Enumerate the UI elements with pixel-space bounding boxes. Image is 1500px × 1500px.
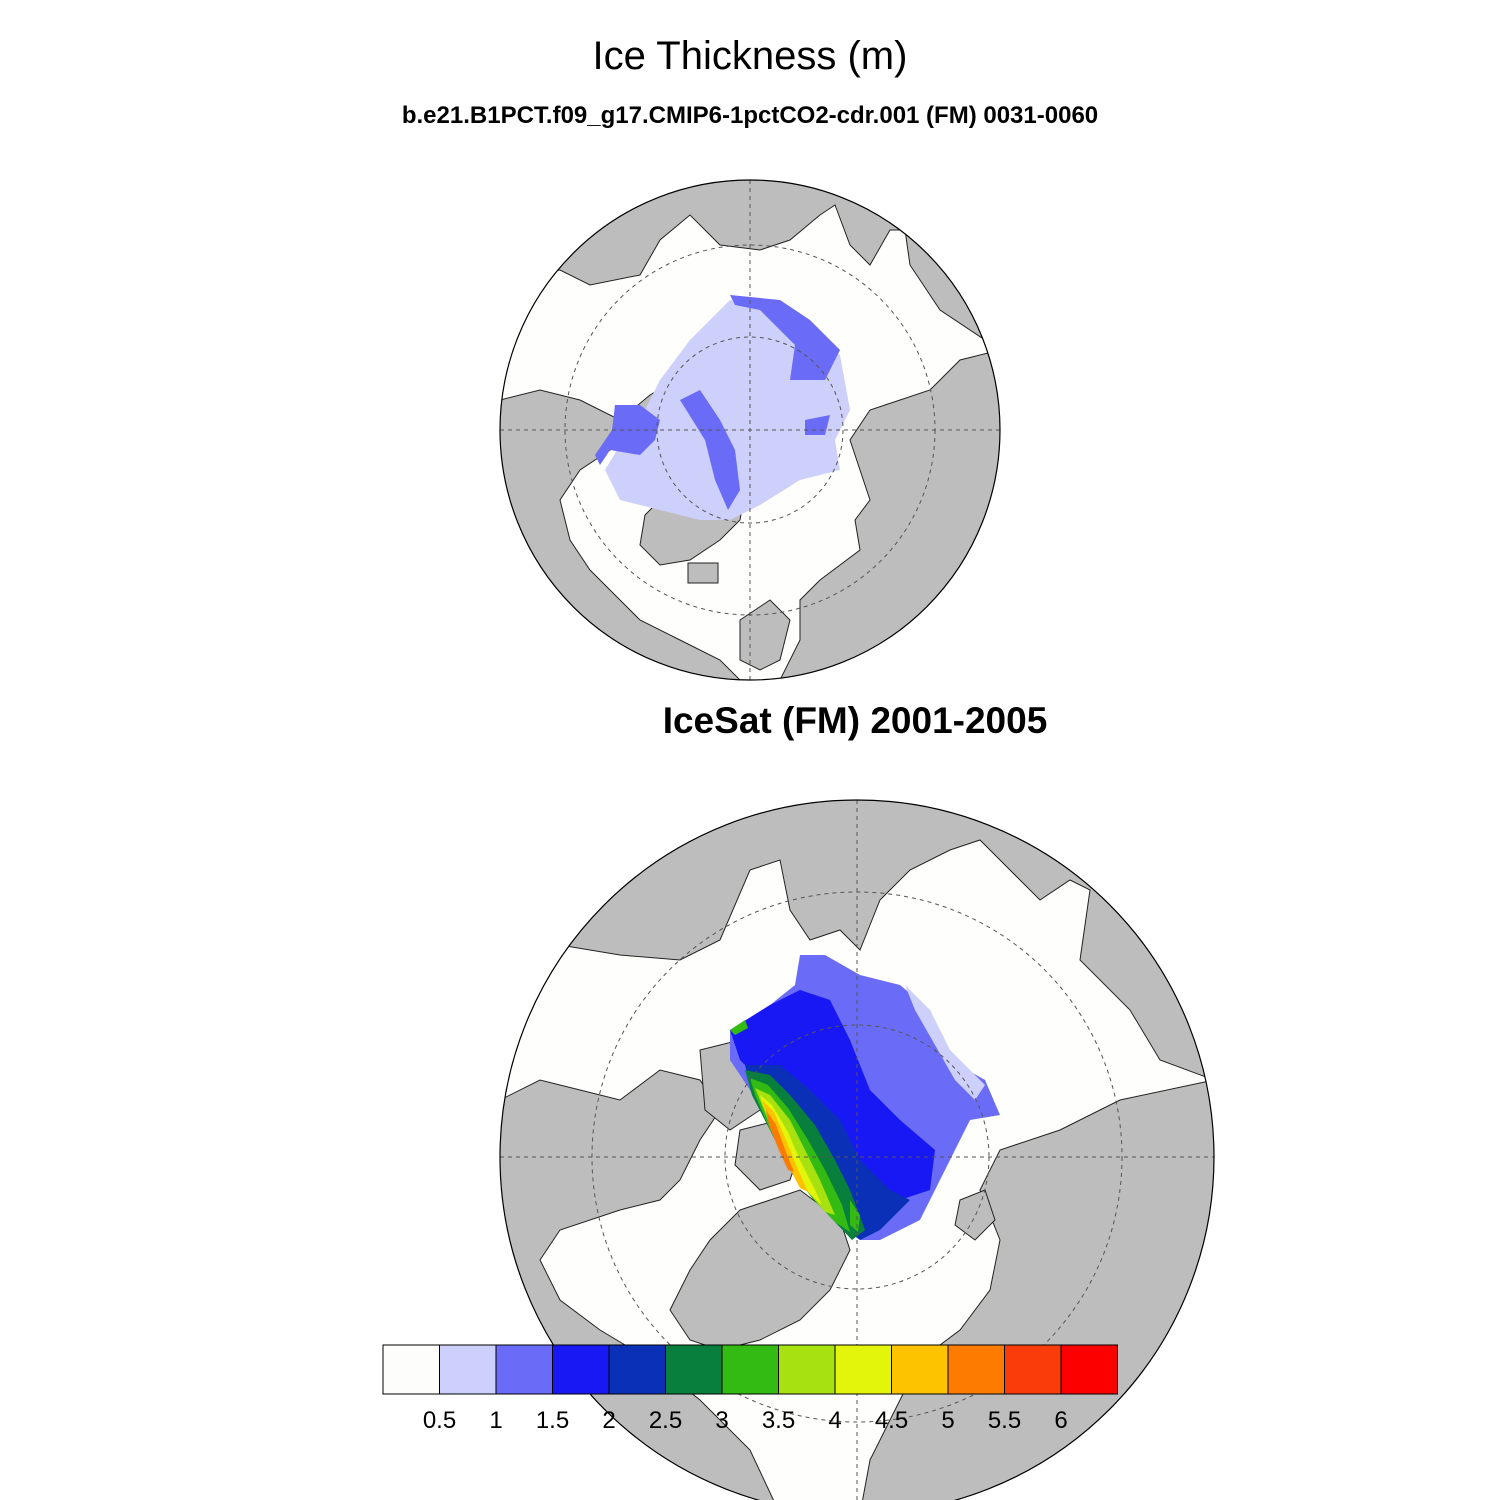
colorbar-swatch	[665, 1344, 723, 1395]
map1-sea-ice	[595, 295, 850, 520]
colorbar-tick-label: 2	[602, 1407, 615, 1434]
colorbar-tick-label: 3.5	[762, 1407, 795, 1434]
figure-subtitle: b.e21.B1PCT.f09_g17.CMIP6-1pctCO2-cdr.00…	[401, 102, 1099, 129]
colorbar-swatch	[1060, 1344, 1118, 1395]
colorbar-tick-label: 2.5	[649, 1407, 682, 1434]
colorbar: 0.5 1 1.5 2 2.5 3 3.5 4 4.5 5 5.5 6	[382, 1344, 1118, 1434]
panel-title-icesat: IceSat (FM) 2001-2005	[662, 700, 1048, 741]
colorbar-swatch	[439, 1344, 497, 1395]
colorbar-tick-label: 6	[1054, 1407, 1067, 1434]
colorbar-tick-label: 1.5	[536, 1407, 569, 1434]
colorbar-swatch	[608, 1344, 666, 1395]
map1-graticule	[500, 180, 1000, 680]
colorbar-swatch	[1004, 1344, 1062, 1395]
polar-map-model	[499, 179, 1001, 681]
map2-border	[499, 799, 1215, 1500]
figure-title: Ice Thickness (m)	[592, 34, 908, 78]
colorbar-tick-label: 1	[489, 1407, 502, 1434]
colorbar-tick-label: 5	[941, 1407, 954, 1434]
colorbar-tick-label: 5.5	[988, 1407, 1021, 1434]
colorbar-swatch	[495, 1344, 553, 1395]
colorbar-swatch	[552, 1344, 610, 1395]
map1-border	[499, 179, 1001, 681]
colorbar-swatch	[834, 1344, 892, 1395]
map2-ice-thickness-field	[730, 955, 1000, 1240]
colorbar-swatch	[947, 1344, 1005, 1395]
colorbar-tick-label: 4.5	[875, 1407, 908, 1434]
colorbar-swatch	[891, 1344, 949, 1395]
polar-map-icesat	[499, 799, 1215, 1500]
colorbar-swatch	[382, 1344, 440, 1395]
colorbar-tick-label: 0.5	[423, 1407, 456, 1434]
colorbar-swatch	[721, 1344, 779, 1395]
colorbar-tick-label: 4	[828, 1407, 841, 1434]
colorbar-tick-label: 3	[715, 1407, 728, 1434]
map2-graticule	[500, 800, 1214, 1500]
colorbar-swatch	[778, 1344, 836, 1395]
